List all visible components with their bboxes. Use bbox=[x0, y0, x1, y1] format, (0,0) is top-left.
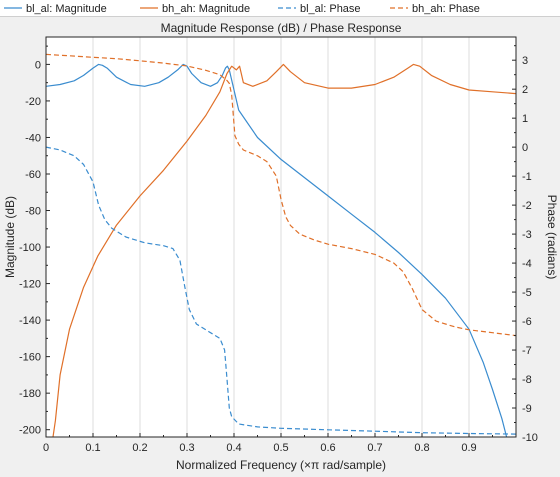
x-tick-label: 0 bbox=[43, 442, 49, 454]
legend-label: bl_al: Phase bbox=[300, 3, 361, 15]
y-axis-right: 3 2 1 0 -1 -2 -3 -4 -5 -6 -7 -8 -9 -10 bbox=[512, 45, 538, 444]
y-axis-left: 0 -20 -40 -60 -80 -100 -120 -140 -160 -180 -200 bbox=[19, 45, 50, 437]
y-right-tick-label: 1 bbox=[522, 113, 528, 125]
x-tick-label: 0.6 bbox=[320, 442, 335, 454]
y-right-tick-label: -10 bbox=[522, 432, 538, 444]
legend: bl_al: Magnitude bh_ah: Magnitude bl_al:… bbox=[0, 0, 560, 17]
chart: Magnitude Response (dB) / Phase Response… bbox=[3, 21, 559, 472]
legend-svg: bl_al: Magnitude bh_ah: Magnitude bl_al:… bbox=[4, 3, 480, 15]
x-tick-label: 0.3 bbox=[179, 442, 194, 454]
legend-item-bl-al-magnitude[interactable]: bl_al: Magnitude bbox=[4, 3, 107, 15]
y-right-tick-label: -3 bbox=[522, 229, 532, 241]
legend-label: bh_ah: Magnitude bbox=[162, 3, 250, 15]
y-right-tick-label: 2 bbox=[522, 84, 528, 96]
y-right-tick-label: -7 bbox=[522, 345, 532, 357]
x-tick-label: 0.1 bbox=[85, 442, 100, 454]
x-axis-label: Normalized Frequency (×π rad/sample) bbox=[176, 458, 386, 472]
y-axis-right-label: Phase (radians) bbox=[545, 195, 559, 280]
y-right-tick-label: -8 bbox=[522, 374, 532, 386]
legend-item-bh-ah-magnitude[interactable]: bh_ah: Magnitude bbox=[140, 3, 250, 15]
y-left-tick-label: -200 bbox=[19, 425, 41, 437]
y-left-tick-label: -80 bbox=[25, 206, 41, 218]
y-right-tick-label: -5 bbox=[522, 287, 532, 299]
y-left-tick-label: -40 bbox=[25, 132, 41, 144]
series-line-bl-al-magnitude bbox=[46, 63, 508, 437]
y-left-tick-label: -100 bbox=[19, 242, 41, 254]
x-axis: 0 0.1 0.2 0.3 0.4 0.5 0.6 0.7 0.8 0.9 bbox=[43, 433, 493, 454]
y-right-tick-label: 3 bbox=[522, 55, 528, 67]
legend-label: bl_al: Magnitude bbox=[26, 3, 107, 15]
y-left-tick-label: -120 bbox=[19, 279, 41, 291]
chart-title: Magnitude Response (dB) / Phase Response bbox=[161, 21, 402, 35]
grid bbox=[92, 37, 470, 437]
legend-item-bl-al-phase[interactable]: bl_al: Phase bbox=[278, 3, 361, 15]
series-line-bh-ah-magnitude bbox=[52, 63, 516, 437]
y-left-tick-label: -140 bbox=[19, 315, 41, 327]
y-right-tick-label: -1 bbox=[522, 171, 532, 183]
legend-item-bh-ah-phase[interactable]: bh_ah: Phase bbox=[390, 3, 480, 15]
y-left-tick-label: 0 bbox=[35, 59, 41, 71]
y-right-tick-label: -4 bbox=[522, 258, 532, 270]
y-right-tick-label: 0 bbox=[522, 142, 528, 154]
series-layer bbox=[46, 53, 516, 437]
y-right-tick-label: -9 bbox=[522, 403, 532, 415]
series-line-bh-ah-phase bbox=[46, 53, 516, 337]
x-tick-label: 0.4 bbox=[226, 442, 241, 454]
series-line-bl-al-phase bbox=[46, 146, 516, 435]
x-tick-label: 0.8 bbox=[414, 442, 429, 454]
y-left-tick-label: -20 bbox=[25, 96, 41, 108]
y-left-tick-label: -180 bbox=[19, 388, 41, 400]
x-tick-label: 0.5 bbox=[273, 442, 288, 454]
y-axis-left-label: Magnitude (dB) bbox=[3, 196, 17, 278]
y-right-tick-label: -6 bbox=[522, 316, 532, 328]
x-tick-label: 0.2 bbox=[132, 442, 147, 454]
y-right-tick-label: -2 bbox=[522, 200, 532, 212]
y-left-tick-label: -160 bbox=[19, 352, 41, 364]
y-left-tick-label: -60 bbox=[25, 169, 41, 181]
legend-label: bh_ah: Phase bbox=[412, 3, 480, 15]
x-tick-label: 0.7 bbox=[367, 442, 382, 454]
x-tick-label: 0.9 bbox=[461, 442, 476, 454]
